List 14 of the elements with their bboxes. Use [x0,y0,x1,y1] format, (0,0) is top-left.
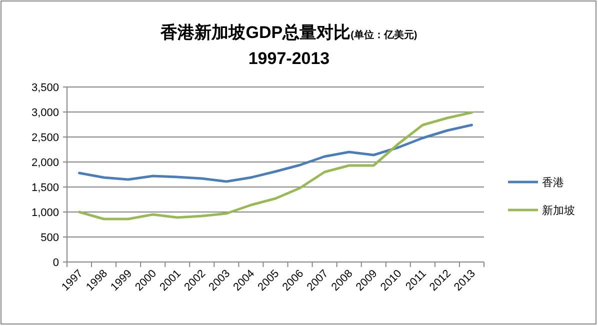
y-tick-label: 500 [40,232,59,244]
y-tick-label: 2,000 [31,157,59,169]
line-series [78,124,473,183]
y-tick-label: 3,500 [31,82,59,94]
legend-label: 新加坡 [542,204,575,217]
line-series [78,111,473,220]
y-tick-label: 1,000 [31,207,59,219]
y-tick-label: 3,000 [31,107,59,119]
legend-label: 香港 [542,176,564,189]
y-tick-label: 0 [52,257,59,269]
y-tick-label: 1,500 [31,182,59,194]
chart-title: 香港新加坡GDP总量对比 1997-2013 [160,23,351,68]
y-tick-label: 2,500 [31,132,59,144]
chart-subtitle: (单位：亿美元) [350,29,418,41]
